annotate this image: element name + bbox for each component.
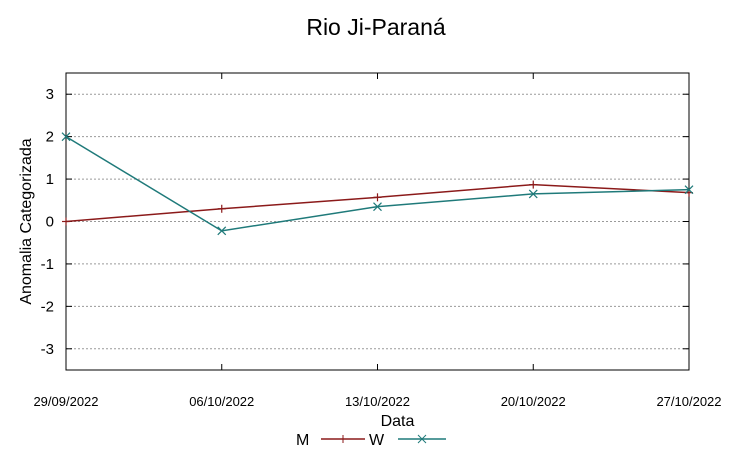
y-tick-label: 2 (46, 129, 54, 146)
x-tick-label: 27/10/2022 (656, 394, 721, 409)
y-tick-label: -2 (41, 298, 54, 315)
data-point (217, 204, 226, 213)
data-point (62, 217, 70, 226)
chart-title: Rio Ji-Paraná (306, 14, 446, 40)
data-point (373, 193, 382, 202)
legend-label: M (296, 432, 309, 449)
y-tick-label: -3 (41, 341, 54, 358)
x-tick-label: 06/10/2022 (189, 394, 254, 409)
data-point (684, 185, 694, 195)
y-tick-label: 3 (46, 86, 54, 103)
y-tick-label: -1 (41, 256, 54, 273)
x-axis-ticks: 29/09/2022 06/10/2022 13/10/2022 20/10/2022… (33, 73, 722, 409)
x-tick-label: 20/10/2022 (501, 394, 566, 409)
x-axis-label: Data (381, 413, 415, 430)
x-tick-label: 13/10/2022 (345, 394, 410, 409)
data-point (529, 180, 538, 189)
legend-label: W (369, 432, 385, 449)
grid-lines (66, 93, 689, 350)
data-point (217, 226, 227, 236)
y-tick-label: 1 (46, 171, 54, 188)
series-line (65, 183, 690, 223)
x-tick-label: 29/09/2022 (33, 394, 98, 409)
y-axis-label: Anomalia Categorizada (18, 138, 35, 304)
data-point (373, 202, 382, 212)
series-line (65, 136, 690, 232)
series-lines (61, 132, 694, 236)
data-point (61, 132, 71, 142)
y-axis-ticks: 3 2 1 0 -1 -2 -3 (41, 86, 689, 358)
legend-marker (417, 434, 427, 444)
y-tick-label: 0 (46, 214, 54, 231)
data-point (528, 189, 538, 199)
